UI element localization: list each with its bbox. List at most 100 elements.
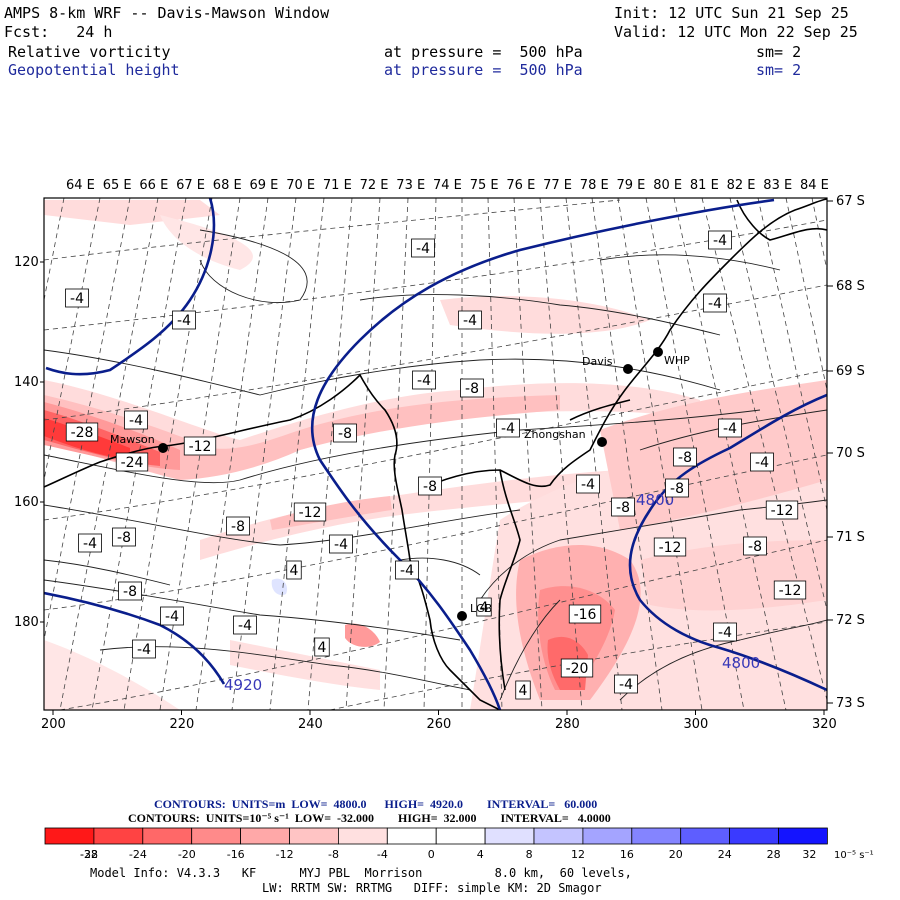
vorticity-label: -8 — [665, 478, 689, 498]
left-y-label: 160 — [14, 495, 39, 510]
plot-title: AMPS 8-km WRF -- Davis-Mawson Window — [4, 4, 330, 22]
height-labels: 4800 4920 4800 — [224, 491, 760, 694]
svg-text:-4: -4 — [177, 313, 191, 329]
field2-smoothing: sm= 2 — [756, 61, 802, 79]
vorticity-label: -4 — [412, 370, 436, 390]
info-label: CONTOURS: — [128, 811, 200, 825]
svg-text:-4: -4 — [70, 291, 84, 307]
colorbar-tick-label: -28 — [80, 848, 98, 861]
map-frame — [43, 197, 828, 711]
svg-text:-4: -4 — [501, 421, 515, 437]
right-lat-label: 68 S — [836, 279, 865, 294]
svg-text:-4: -4 — [713, 233, 727, 249]
top-lon-label: 82 E — [727, 178, 756, 193]
vorticity-label: -4 — [160, 606, 184, 626]
svg-text:-4: -4 — [723, 421, 737, 437]
svg-text:-12: -12 — [659, 540, 682, 556]
svg-text:-4: -4 — [755, 455, 769, 471]
bottom-x-label: 300 — [684, 717, 709, 732]
colorbar-tick-label: 8 — [526, 848, 533, 861]
vorticity-label: 4 — [314, 637, 330, 657]
vorticity-label: -4 — [750, 452, 774, 472]
init-time: Init: 12 UTC Sun 21 Sep 25 — [614, 4, 849, 22]
colorbar-tick-label: 0 — [428, 848, 435, 861]
map-plot: 4800 4920 4800 -28-24-20-16-12-12-12-12-… — [14, 178, 865, 732]
svg-text:-8: -8 — [338, 426, 352, 442]
svg-text:-28: -28 — [71, 425, 94, 441]
colorbar-tick-label: -24 — [129, 848, 147, 861]
svg-text:4: 4 — [480, 600, 489, 616]
colorbar-swatch — [680, 827, 731, 845]
colorbar-swatch — [778, 827, 828, 845]
colorbar-swatch — [191, 827, 241, 845]
vorticity-contours — [44, 229, 827, 701]
field1-level: at pressure = 500 hPa — [384, 43, 583, 61]
svg-text:-8: -8 — [670, 481, 684, 497]
vorticity-label: -4 — [65, 288, 89, 308]
svg-text:-4: -4 — [718, 625, 732, 641]
colorbar-swatch — [631, 827, 682, 845]
svg-text:4: 4 — [318, 640, 327, 656]
vorticity-label: -8 — [418, 476, 442, 496]
svg-text:-16: -16 — [574, 607, 597, 623]
svg-text:-4: -4 — [581, 477, 595, 493]
svg-text:-12: -12 — [779, 583, 802, 599]
info-low: LOW= 4800.0 — [291, 797, 367, 811]
vorticity-contour-info: CONTOURS: UNITS=10⁻⁵ s⁻¹ LOW= -32.000 HI… — [128, 811, 611, 826]
bottom-x-label: 220 — [170, 717, 195, 732]
vorticity-label: -4 — [718, 418, 742, 438]
vorticity-label: -8 — [743, 536, 767, 556]
vorticity-label: -16 — [568, 604, 602, 624]
field1-name: Relative vorticity — [8, 43, 171, 61]
vorticity-label: -4 — [132, 639, 156, 659]
svg-text:-20: -20 — [566, 661, 589, 677]
svg-text:-4: -4 — [463, 313, 477, 329]
station-davis-label: Davis — [582, 355, 613, 368]
svg-text:-12: -12 — [771, 503, 794, 519]
valid-time: Valid: 12 UTC Mon 22 Sep 25 — [614, 23, 858, 41]
top-lon-label: 66 E — [139, 178, 168, 193]
vorticity-label: -8 — [611, 497, 635, 517]
top-lon-label: 68 E — [213, 178, 242, 193]
svg-text:-8: -8 — [231, 519, 245, 535]
station-whp-marker[interactable] — [653, 347, 663, 357]
svg-text:4: 4 — [290, 563, 299, 579]
station-mawson-marker[interactable] — [158, 443, 168, 453]
top-lon-label: 80 E — [653, 178, 682, 193]
vorticity-label: -8 — [112, 527, 136, 547]
map-area: 4800 4920 4800 -28-24-20-16-12-12-12-12-… — [44, 198, 827, 710]
svg-text:-4: -4 — [708, 296, 722, 312]
top-lon-label: 79 E — [617, 178, 646, 193]
top-lon-label: 70 E — [286, 178, 315, 193]
svg-text:-4: -4 — [165, 609, 179, 625]
colorbar-swatch — [142, 827, 193, 845]
colorbar-tick-label: 20 — [669, 848, 683, 861]
colorbar-swatch — [240, 827, 290, 845]
info-interval: INTERVAL= 60.000 — [487, 797, 598, 811]
vorticity-label: -4 — [703, 293, 727, 313]
field2-name: Geopotential height — [8, 61, 180, 79]
svg-text:-12: -12 — [189, 439, 212, 455]
svg-text:-4: -4 — [238, 618, 252, 634]
svg-text:4: 4 — [519, 683, 528, 699]
right-lat-label: 67 S — [836, 194, 865, 209]
model-info-line1: Model Info: V4.3.3 KF MYJ PBL Morrison 8… — [90, 866, 632, 880]
svg-text:-4: -4 — [334, 537, 348, 553]
vorticity-label: -20 — [560, 658, 594, 678]
height-contours — [44, 198, 827, 710]
svg-text:-12: -12 — [299, 505, 322, 521]
info-high: HIGH= 32.000 — [398, 811, 477, 825]
top-lon-label: 75 E — [470, 178, 499, 193]
vorticity-label: -12 — [183, 436, 217, 456]
svg-text:-8: -8 — [748, 539, 762, 555]
station-zhongshan-marker[interactable] — [597, 437, 607, 447]
right-lat-label: 73 S — [836, 696, 865, 711]
bottom-x-label: 260 — [427, 717, 452, 732]
vorticity-label: 4 — [476, 597, 492, 617]
svg-text:-4: -4 — [416, 241, 430, 257]
station-davis-marker[interactable] — [623, 364, 633, 374]
colorbar-tick-label: 4 — [477, 848, 484, 861]
info-low: LOW= -32.000 — [294, 811, 375, 825]
height-contour-info: CONTOURS: UNITS=m LOW= 4800.0 HIGH= 4920… — [154, 797, 597, 812]
station-lgb-marker[interactable] — [457, 611, 467, 621]
